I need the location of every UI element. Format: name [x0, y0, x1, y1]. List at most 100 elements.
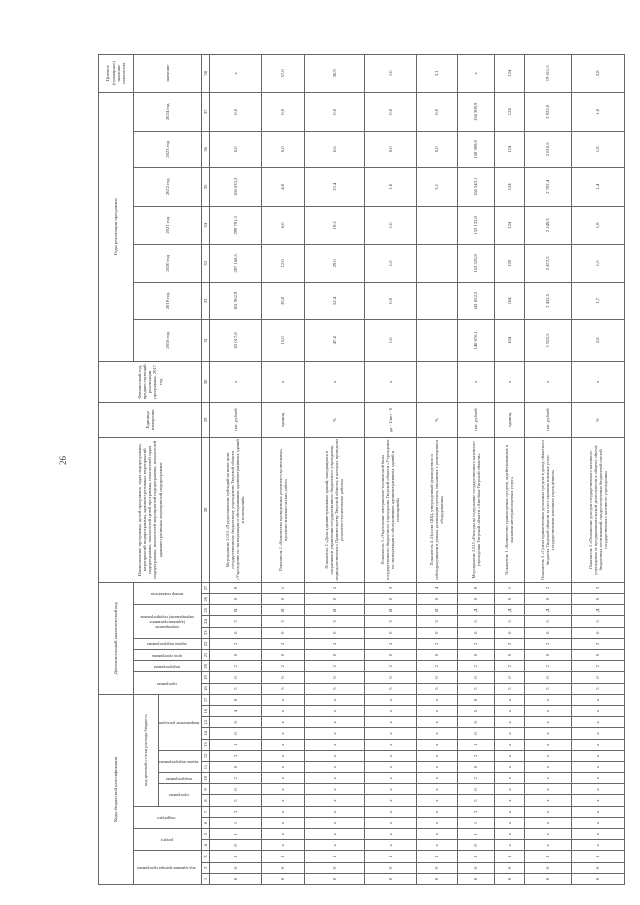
- base-year-header: Финансовый год, предшествующий реализаци…: [98, 361, 202, 403]
- code-cell: 0: [457, 839, 495, 851]
- year-value-cell: 2 702,4: [524, 167, 572, 207]
- code-cell: x: [571, 817, 625, 829]
- code-cell: 0: [364, 873, 417, 885]
- target-value-cell: 57,0: [261, 54, 305, 93]
- code-cell: 2: [416, 660, 458, 672]
- column-number: 16: [201, 705, 210, 717]
- code-cell: x: [494, 806, 525, 818]
- year-value-cell: 0,0: [209, 92, 262, 132]
- code-cell: 1: [494, 582, 525, 594]
- code-cell: 2: [304, 638, 365, 650]
- year-value-cell: 19,2: [304, 206, 365, 245]
- table-row: 0 0 1 x x x x x x x x x x x x x x 5 0 2 0 2 0 3 В 0 2 Показатель 2 …: [304, 54, 365, 885]
- row-name: Мероприятие 2.015 «Расходы на содержание…: [457, 437, 495, 583]
- year-value-cell: 29,0: [304, 244, 365, 283]
- code-cell: x: [571, 705, 625, 717]
- year-value-cell: 0,0: [416, 92, 458, 132]
- code-cell: x: [304, 817, 365, 829]
- code-cell: 2: [494, 660, 525, 672]
- code-cell: x: [571, 828, 625, 840]
- code-cell: x: [416, 694, 458, 706]
- code-cell: Д: [494, 604, 525, 616]
- unit-cell: единиц: [494, 402, 525, 438]
- code-cell: 1: [457, 817, 495, 829]
- code-cell: 0: [457, 671, 495, 684]
- code-cell: x: [364, 839, 417, 851]
- code-cell: 0: [209, 783, 262, 795]
- code-cell: 5: [304, 683, 365, 695]
- code-cell: x: [571, 761, 625, 773]
- code-cell: 1: [494, 850, 525, 863]
- code-cell: 3: [261, 615, 305, 628]
- unit-cell: %: [571, 402, 625, 438]
- code-cell: 5: [364, 683, 417, 695]
- column-number: 1: [201, 873, 210, 885]
- code-cell: x: [416, 795, 458, 807]
- target-value-cell: 19 611,5: [524, 54, 572, 93]
- code-cell: Д: [524, 604, 572, 616]
- column-number: 31: [201, 319, 210, 362]
- code-cell: 0: [416, 873, 458, 885]
- year-header-2021: 2021 год: [133, 206, 202, 245]
- code-cell: 0: [261, 593, 305, 605]
- code-cell: 5: [524, 683, 572, 695]
- code-cell: 2: [457, 638, 495, 650]
- code-cell: x: [524, 750, 572, 762]
- column-numbers-row: 1 2 3 4 5 6 7 8 9 10 11 12 13 14 15 16 17 18 19 20 21 22 23 24 2…: [201, 54, 210, 885]
- code-cell: 5: [494, 683, 525, 695]
- year-value-cell: 104: [494, 282, 525, 320]
- extra-program-header: программа: [133, 671, 202, 695]
- unit-header: Единица измерения: [98, 402, 202, 438]
- code-cell: 0: [494, 649, 525, 661]
- code-cell: 0: [524, 593, 572, 605]
- row-name: Показатель 3 «Отношение доходов государс…: [571, 437, 625, 583]
- column-number: 27: [201, 582, 210, 594]
- code-cell: x: [524, 716, 572, 728]
- code-cell: 0: [416, 649, 458, 661]
- code-cell: 0: [524, 627, 572, 639]
- extra-subprogram-header: подпрограмма: [133, 660, 202, 672]
- target-value-header: значение: [133, 54, 202, 93]
- column-number: 17: [201, 694, 210, 706]
- column-number: 12: [201, 750, 210, 762]
- code-cell: 0: [524, 649, 572, 661]
- code-cell: x: [494, 716, 525, 728]
- code-cell: 0: [494, 627, 525, 639]
- year-value-cell: 1,4: [571, 167, 625, 207]
- code-cell: 2: [261, 660, 305, 672]
- year-value-cell: 152 525,9: [457, 244, 495, 283]
- column-number: 36: [201, 131, 210, 168]
- code-cell: 0: [304, 873, 365, 885]
- year-value-cell: 1,7: [571, 282, 625, 320]
- year-value-cell: 0,6: [304, 131, 365, 168]
- target-value-cell: 3,1: [416, 54, 458, 93]
- code-cell: 5: [209, 683, 262, 695]
- year-value-cell: 1 922,5: [524, 319, 572, 362]
- code-cell: x: [524, 705, 572, 717]
- code-cell: x: [261, 839, 305, 851]
- code-cell: 1: [209, 817, 262, 829]
- table-row: 0 0 1 x x x x x x x x x x x x x x 5 0 2 0 2 0 5 Д 0 1 Показатель 1 …: [494, 54, 525, 885]
- year-header-2019: 2019 год: [133, 282, 202, 320]
- activity-header: мероприятие (административное мероприяти…: [133, 604, 202, 639]
- code-cell: 2: [571, 638, 625, 650]
- year-value-cell: 299 791,3: [209, 206, 262, 245]
- year-header-2024: 2024 год: [133, 92, 202, 132]
- code-cell: 0: [209, 649, 262, 661]
- code-cell: x: [416, 727, 458, 740]
- code-cell: 2: [364, 660, 417, 672]
- code-cell: x: [494, 839, 525, 851]
- unit-cell: %: [416, 402, 458, 438]
- column-number: 20: [201, 660, 210, 672]
- code-cell: 5: [209, 795, 262, 807]
- code-cell: 0: [571, 593, 625, 605]
- code-cell: 2: [457, 660, 495, 672]
- unit-cell: тыс. рублей: [457, 402, 495, 438]
- budget-codes-header: Коды бюджетной классификации: [98, 694, 134, 885]
- column-number: 10: [201, 772, 210, 784]
- subsection-header: подраздел: [133, 806, 202, 829]
- year-value-cell: 1,0: [364, 319, 417, 362]
- table-row: 0 0 1 0 1 1 3 5 0 2 0 2 1 0 0 5 0 5 0 2 0 2 0 5 Д 0 0 Мероприятие 2…: [457, 54, 495, 885]
- code-cell: x: [364, 761, 417, 773]
- code-cell: x: [524, 694, 572, 706]
